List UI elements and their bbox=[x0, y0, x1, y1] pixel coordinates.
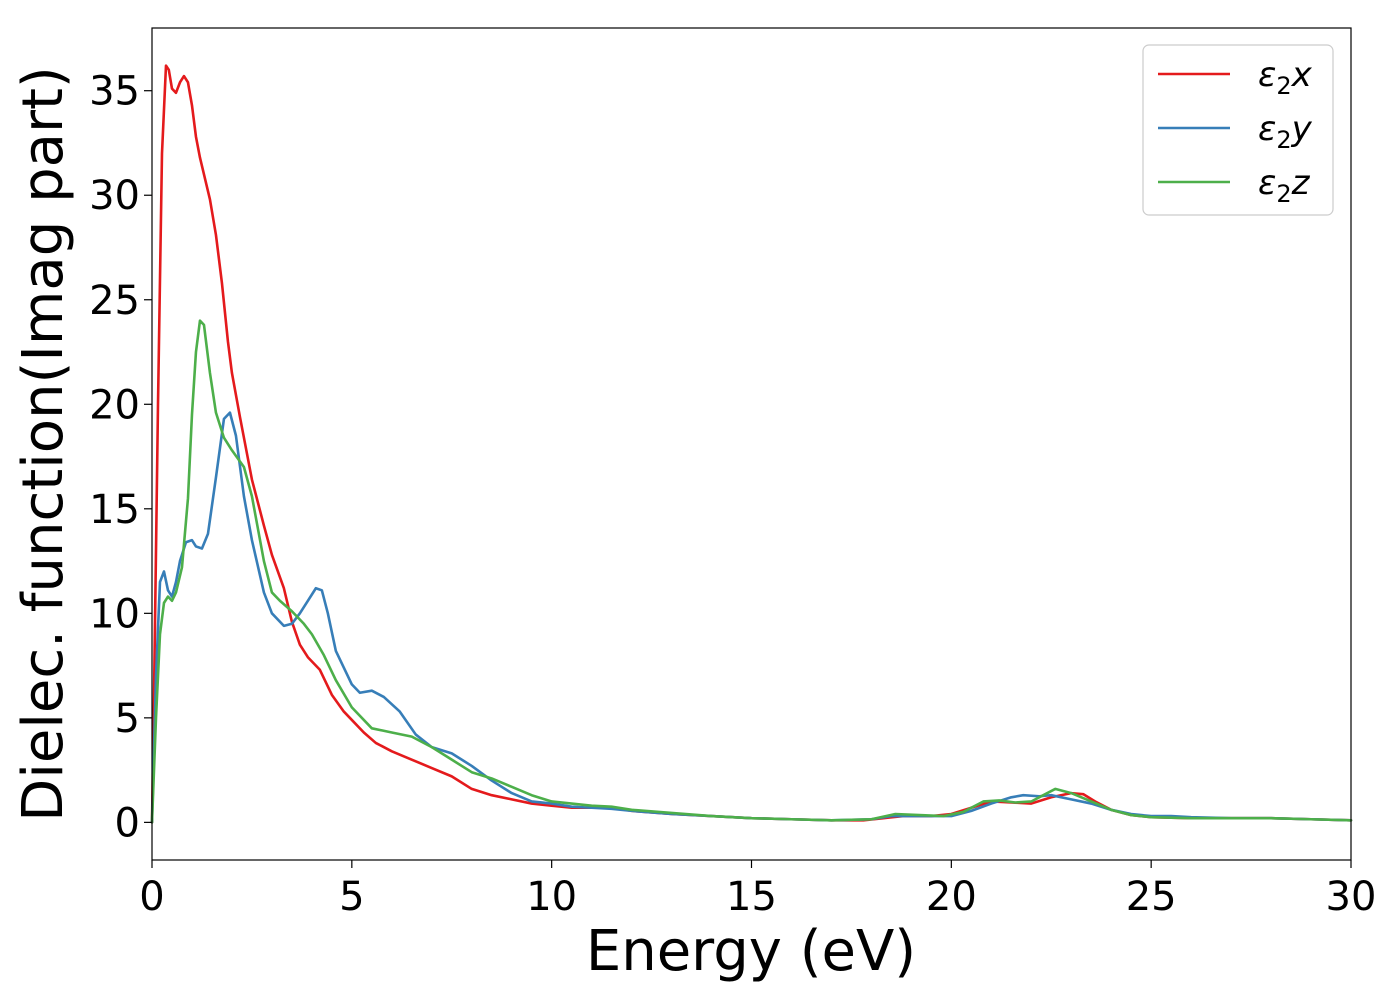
series-line-x bbox=[150, 64, 1353, 824]
y-tick-label: 5 bbox=[115, 696, 140, 742]
x-tick-label: 20 bbox=[926, 874, 977, 920]
x-tick-label: 10 bbox=[526, 874, 577, 920]
x-tick-label: 30 bbox=[1326, 874, 1377, 920]
y-tick-label: 10 bbox=[89, 591, 140, 637]
series-layer bbox=[150, 64, 1353, 824]
x-tick-label: 25 bbox=[1126, 874, 1177, 920]
y-axis-label: Dielec. function(Imag part) bbox=[11, 66, 76, 822]
x-tick-label: 15 bbox=[726, 874, 777, 920]
legend-box bbox=[1142, 44, 1334, 216]
series-line-z bbox=[150, 319, 1353, 824]
x-axis-label: Energy (eV) bbox=[586, 919, 916, 984]
legend-label-y: ε2y bbox=[1258, 109, 1313, 154]
y-axis-ticks: 0 5 10 15 20 25 30 35 bbox=[89, 69, 152, 846]
y-tick-label: 20 bbox=[89, 382, 140, 428]
x-tick-label: 0 bbox=[139, 874, 164, 920]
y-tick-label: 25 bbox=[89, 278, 140, 324]
y-tick-label: 30 bbox=[89, 173, 140, 219]
y-tick-label: 0 bbox=[115, 800, 140, 846]
x-axis-ticks: 0 5 10 15 20 25 30 bbox=[139, 860, 1376, 920]
legend: ε2x ε2y ε2z bbox=[1142, 44, 1334, 216]
legend-label-x: ε2x bbox=[1258, 55, 1313, 100]
y-tick-label: 35 bbox=[89, 69, 140, 115]
legend-label-z: ε2z bbox=[1258, 163, 1311, 208]
x-tick-label: 5 bbox=[339, 874, 364, 920]
y-tick-label: 15 bbox=[89, 487, 140, 533]
